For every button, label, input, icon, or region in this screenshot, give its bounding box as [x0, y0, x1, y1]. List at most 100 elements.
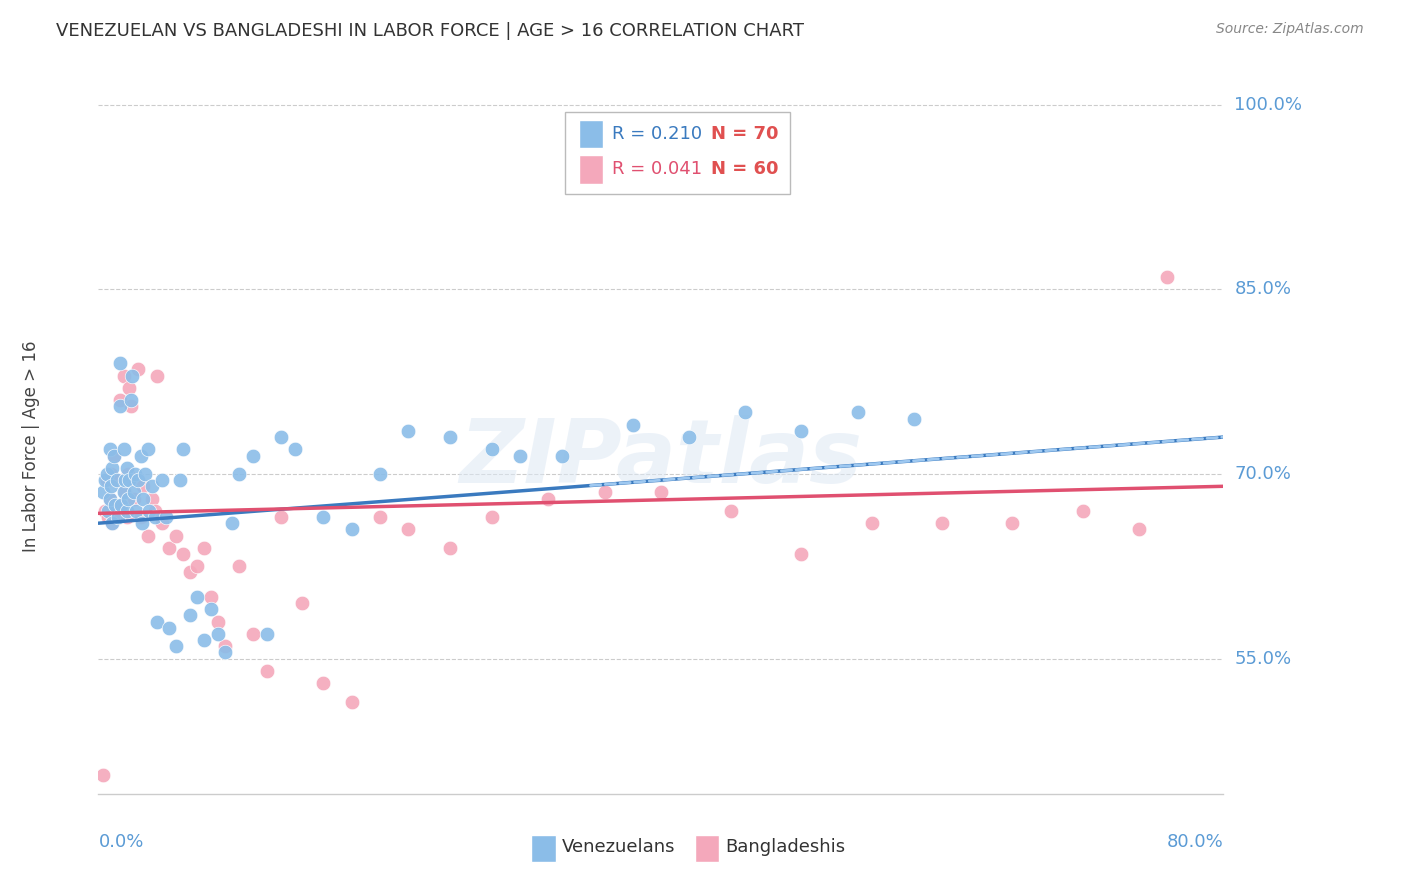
Point — [368, 510, 391, 524]
Point — [104, 498, 127, 512]
Point — [118, 381, 141, 395]
Point — [108, 356, 131, 370]
Text: Source: ZipAtlas.com: Source: ZipAtlas.com — [1216, 22, 1364, 37]
Point — [114, 473, 136, 487]
Point — [96, 473, 118, 487]
Point — [120, 393, 142, 408]
Point — [94, 473, 117, 487]
Point — [169, 473, 191, 487]
Point — [790, 424, 813, 438]
Point — [734, 405, 756, 419]
Point — [439, 430, 461, 444]
Point — [439, 541, 461, 555]
Point — [101, 516, 124, 531]
Point — [207, 627, 229, 641]
Point — [221, 516, 243, 531]
Point — [125, 504, 148, 518]
Point — [94, 504, 117, 518]
Point — [1071, 504, 1094, 518]
Point — [124, 467, 146, 481]
Text: 80.0%: 80.0% — [1167, 833, 1223, 851]
Bar — [579, 155, 603, 184]
Point — [143, 504, 166, 518]
Point — [122, 491, 145, 506]
Point — [91, 485, 114, 500]
Point — [132, 491, 155, 506]
FancyBboxPatch shape — [565, 112, 790, 194]
Point — [136, 528, 159, 542]
Text: In Labor Force | Age > 16: In Labor Force | Age > 16 — [22, 340, 39, 552]
Text: N = 60: N = 60 — [711, 161, 779, 178]
Point — [179, 608, 201, 623]
Point — [136, 442, 159, 457]
Point — [146, 615, 169, 629]
Point — [270, 510, 292, 524]
Point — [120, 400, 142, 414]
Point — [1128, 522, 1150, 536]
Point — [186, 559, 208, 574]
Point — [256, 627, 278, 641]
Point — [127, 473, 149, 487]
Text: R = 0.210: R = 0.210 — [613, 125, 703, 143]
Point — [860, 516, 883, 531]
Point — [200, 590, 222, 604]
Point — [214, 645, 236, 659]
Point — [179, 566, 201, 580]
Point — [124, 473, 146, 487]
Point — [678, 430, 700, 444]
Point — [340, 695, 363, 709]
Point — [134, 467, 156, 481]
Point — [101, 516, 124, 531]
Point — [242, 627, 264, 641]
Text: Bangladeshis: Bangladeshis — [725, 838, 845, 856]
Point — [98, 442, 121, 457]
Bar — [695, 835, 720, 862]
Point — [172, 547, 194, 561]
Point — [127, 362, 149, 376]
Point — [105, 473, 128, 487]
Point — [129, 449, 152, 463]
Point — [165, 639, 187, 653]
Point — [100, 467, 122, 481]
Point — [105, 473, 128, 487]
Point — [396, 424, 419, 438]
Point — [138, 504, 160, 518]
Point — [107, 510, 129, 524]
Point — [186, 590, 208, 604]
Point — [98, 491, 121, 506]
Text: 55.0%: 55.0% — [1234, 649, 1292, 667]
Point — [117, 467, 139, 481]
Point — [96, 467, 118, 481]
Point — [551, 449, 574, 463]
Point — [165, 528, 187, 542]
Point — [132, 479, 155, 493]
Text: Venezuelans: Venezuelans — [562, 838, 675, 856]
Point — [284, 442, 307, 457]
Point — [129, 510, 152, 524]
Point — [155, 510, 177, 524]
Point — [481, 510, 503, 524]
Point — [312, 676, 335, 690]
Point — [193, 541, 215, 555]
Point — [101, 460, 124, 475]
Point — [903, 411, 925, 425]
Point — [291, 596, 314, 610]
Point — [104, 498, 127, 512]
Point — [108, 400, 131, 414]
Point — [107, 510, 129, 524]
Point — [115, 510, 138, 524]
Point — [121, 368, 143, 383]
Point — [650, 485, 672, 500]
Point — [1001, 516, 1024, 531]
Bar — [531, 835, 557, 862]
Point — [1156, 270, 1178, 285]
Point — [931, 516, 953, 531]
Point — [256, 664, 278, 678]
Text: R = 0.041: R = 0.041 — [613, 161, 703, 178]
Point — [103, 449, 125, 463]
Text: 70.0%: 70.0% — [1234, 465, 1291, 483]
Point — [270, 430, 292, 444]
Text: 0.0%: 0.0% — [98, 833, 143, 851]
Point — [112, 485, 135, 500]
Point — [131, 516, 153, 531]
